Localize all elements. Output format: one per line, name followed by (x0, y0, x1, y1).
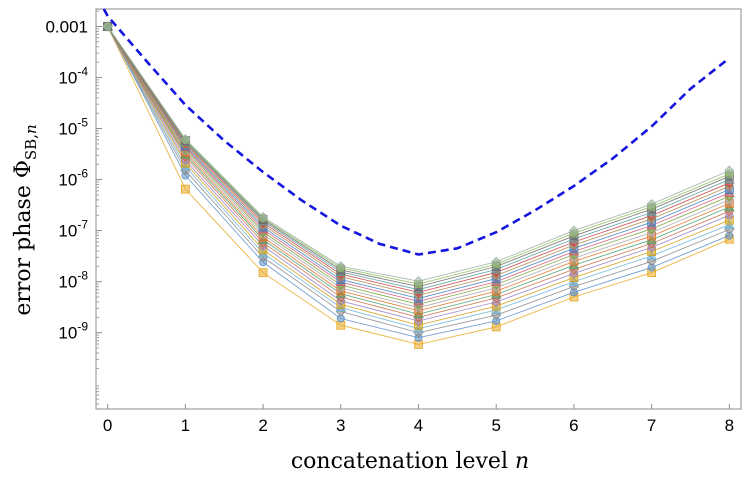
series-line (107, 26, 730, 282)
y-axis-title: error phase ΦSB,n (11, 124, 40, 315)
axis-layer: 0 1 2 3 4 5 6 7 8 10-9 10-8 10-7 10-6 10-5 10-4 0.001 (45, 10, 734, 435)
data-point (335, 261, 346, 272)
x-tick-label: 0 (103, 416, 112, 435)
y-tick-label: 10-7 (58, 218, 88, 241)
series-line (107, 26, 730, 312)
x-tick-label: 8 (725, 416, 734, 435)
x-tick-label: 6 (569, 416, 578, 435)
x-tick-label: 1 (181, 416, 190, 435)
x-tick-label: 2 (258, 416, 267, 435)
series-line (107, 26, 730, 309)
data-point (258, 211, 269, 223)
series-layer (102, 21, 735, 349)
x-tick-label: 3 (336, 416, 345, 435)
series-line (107, 26, 730, 291)
y-tick-label: 10-8 (58, 269, 88, 292)
series-line (107, 26, 730, 302)
y-tick-label: 10-5 (58, 116, 88, 139)
data-point (724, 165, 735, 176)
data-point (102, 21, 113, 32)
series-line (107, 26, 730, 299)
y-tick-label: 10-4 (58, 65, 88, 88)
data-point (180, 184, 190, 194)
x-axis-title: concatenation level n (291, 449, 529, 474)
x-tick-label: 4 (414, 416, 423, 435)
data-point (491, 256, 502, 267)
y-tick-label: 10-9 (58, 320, 88, 343)
data-point (646, 199, 657, 210)
series-line (107, 26, 730, 315)
data-point (413, 276, 424, 287)
x-tick-label: 5 (491, 416, 500, 435)
series-line (107, 26, 730, 305)
data-point (258, 268, 268, 278)
series-line (107, 26, 730, 288)
data-point (180, 134, 191, 145)
series (102, 21, 735, 287)
data-point (568, 225, 579, 236)
y-tick-label: 0.001 (45, 17, 88, 36)
x-tick-label: 7 (647, 416, 656, 435)
y-tick-label: 10-6 (58, 167, 88, 190)
